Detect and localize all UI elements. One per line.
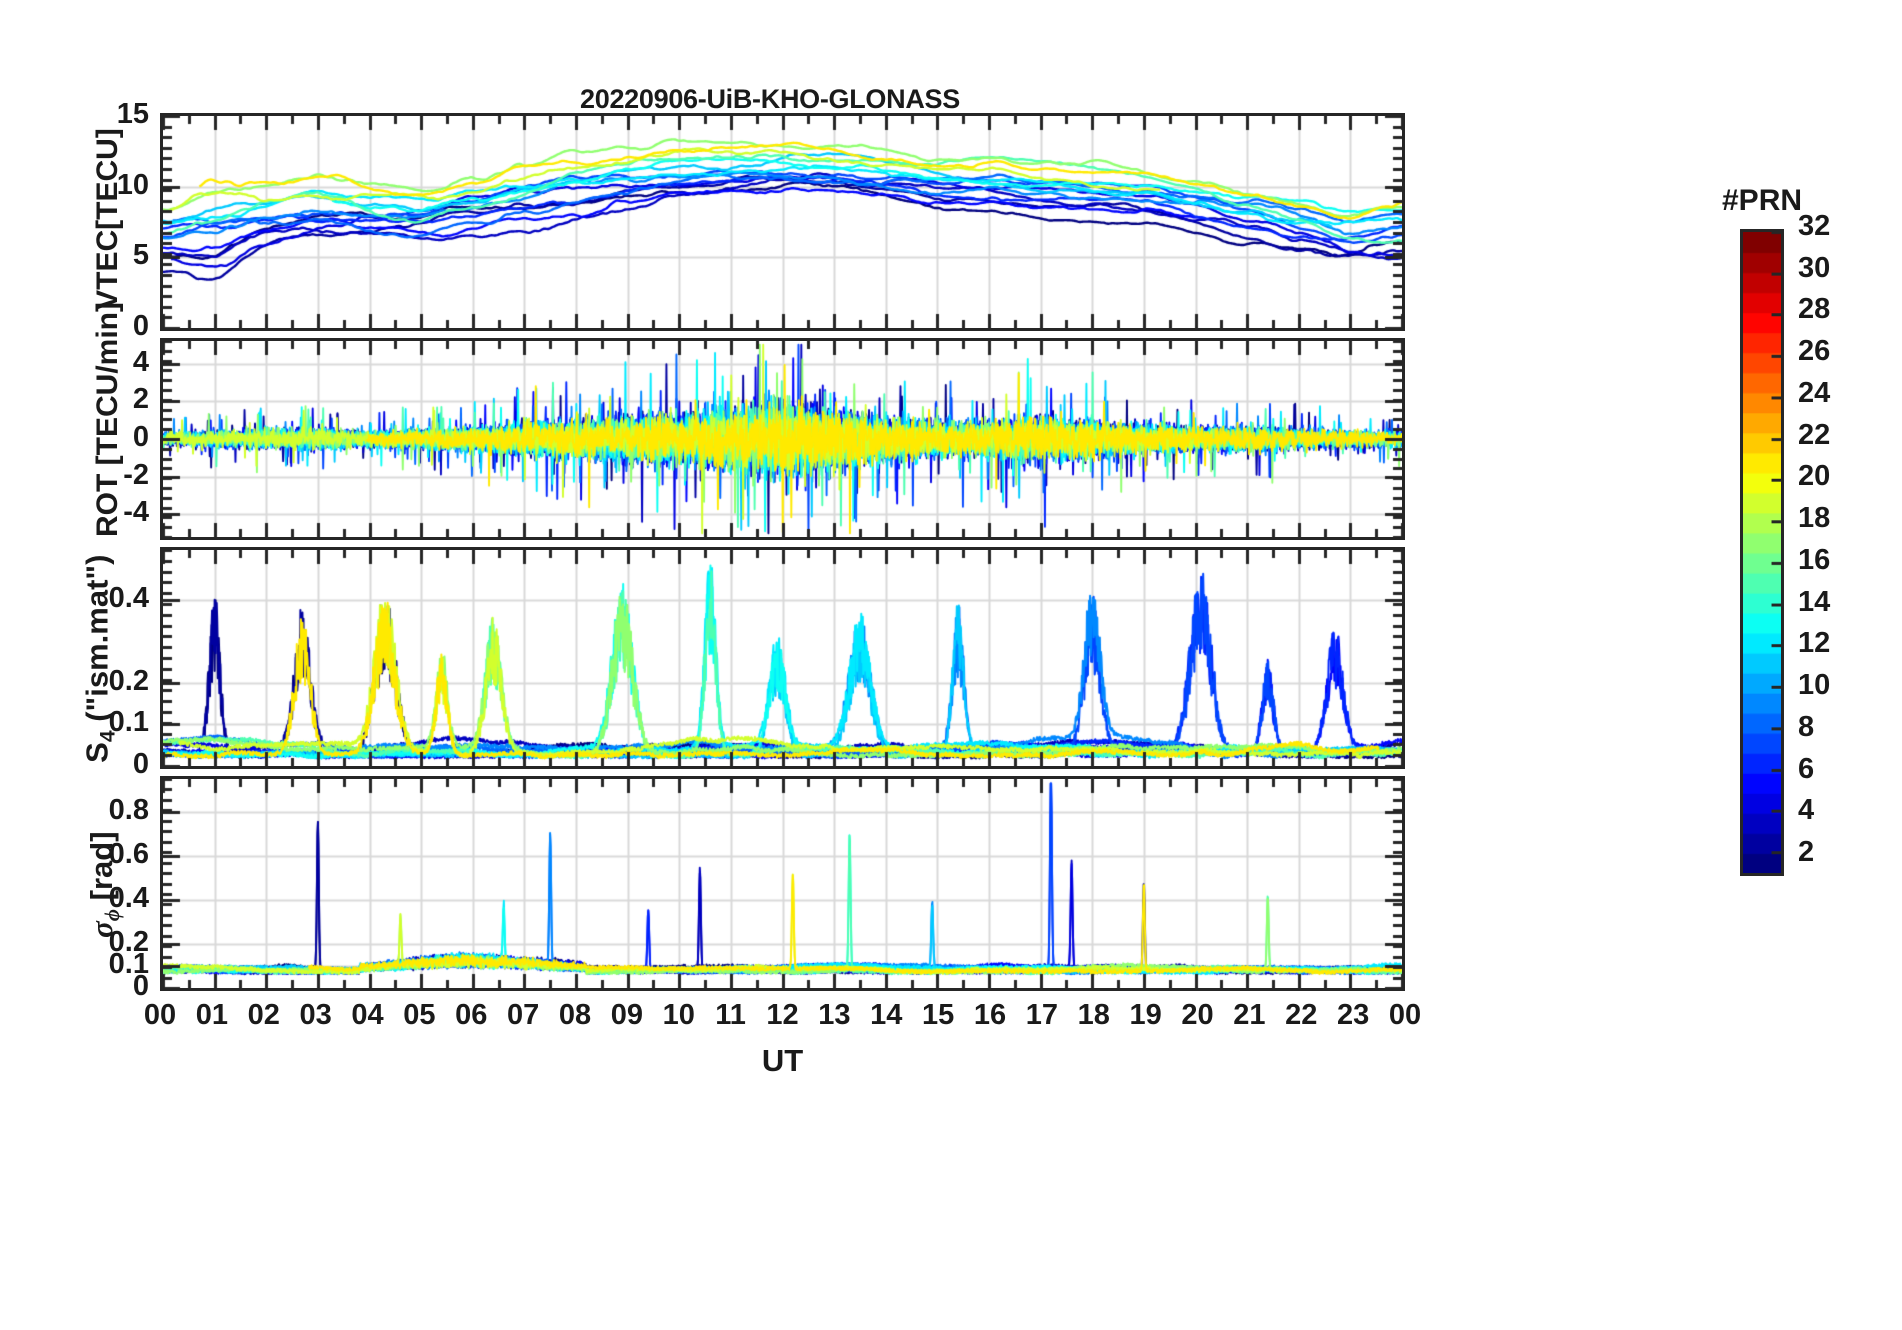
- ytick-sigmaphi-3: 0.4: [108, 882, 149, 914]
- xtick-5: 05: [403, 999, 436, 1031]
- colorbar-title: #PRN: [1722, 184, 1803, 217]
- xtick-16: 16: [973, 999, 1007, 1031]
- colorbar-prn: [1740, 229, 1784, 876]
- xtick-4: 04: [351, 999, 384, 1031]
- colorbar-tick-18: 18: [1798, 502, 1831, 535]
- xtick-10: 10: [662, 999, 695, 1031]
- xtick-7: 07: [506, 999, 540, 1031]
- ytick-vtec-1: 5: [132, 239, 149, 272]
- xtick-3: 03: [299, 999, 332, 1031]
- colorbar-tick-16: 16: [1798, 543, 1831, 576]
- ylabel-vtec: VTEC[TECU]: [91, 128, 124, 310]
- xtick-14: 14: [870, 999, 903, 1031]
- ytick-s4-1: 0.1: [108, 706, 149, 739]
- xtick-15: 15: [921, 999, 955, 1031]
- colorbar-tick-6: 6: [1798, 752, 1815, 785]
- colorbar-tick-24: 24: [1798, 376, 1831, 409]
- ytick-sigmaphi-2: 0.2: [108, 926, 149, 958]
- colorbar-tick-32: 32: [1798, 210, 1831, 242]
- ytick-s4-0: 0: [132, 748, 149, 780]
- xtick-0: 00: [143, 999, 177, 1031]
- colorbar-tick-4: 4: [1798, 794, 1815, 827]
- xtick-20: 20: [1181, 999, 1214, 1031]
- colorbar-tick-8: 8: [1798, 710, 1815, 743]
- colorbar-tick-28: 28: [1798, 293, 1831, 326]
- colorbar-tick-20: 20: [1798, 460, 1831, 493]
- xtick-19: 19: [1129, 999, 1162, 1031]
- xtick-18: 18: [1077, 999, 1110, 1031]
- colorbar-tick-2: 2: [1798, 836, 1815, 869]
- xtick-12: 12: [766, 999, 799, 1031]
- panel-vtec: [160, 113, 1405, 331]
- xtick-6: 06: [455, 999, 488, 1031]
- colorbar-tick-12: 12: [1798, 627, 1831, 660]
- colorbar-tick-30: 30: [1798, 251, 1831, 284]
- ytick-s4-3: 0.4: [108, 581, 149, 614]
- colorbar-tick-26: 26: [1798, 335, 1831, 368]
- ytick-sigmaphi-0: 0: [132, 970, 149, 1002]
- ytick-rot-3: 2: [132, 383, 149, 416]
- ytick-vtec-0: 0: [132, 310, 149, 342]
- xtick-22: 22: [1285, 999, 1318, 1031]
- colorbar-tick-10: 10: [1798, 669, 1831, 702]
- ytick-sigmaphi-1: 0.1: [108, 948, 149, 980]
- ytick-sigmaphi-4: 0.6: [108, 838, 149, 870]
- ytick-rot-1: -2: [123, 458, 149, 491]
- colorbar-tick-14: 14: [1798, 585, 1831, 618]
- panel-sigma-phi: [160, 776, 1405, 991]
- ytick-vtec-3: 15: [116, 98, 149, 130]
- ytick-rot-4: 4: [132, 345, 149, 378]
- xtick-8: 08: [558, 999, 592, 1031]
- xaxis-label: UT: [761, 1043, 804, 1078]
- ytick-vtec-2: 10: [116, 168, 149, 201]
- xtick-21: 21: [1233, 999, 1266, 1031]
- ytick-rot-0: -4: [123, 496, 149, 529]
- xtick-13: 13: [818, 999, 851, 1031]
- xtick-24: 00: [1388, 999, 1422, 1031]
- panel-s4: [160, 547, 1405, 769]
- xtick-1: 01: [195, 999, 228, 1031]
- xtick-11: 11: [715, 999, 746, 1031]
- panel-rot: [160, 338, 1405, 540]
- ytick-s4-2: 0.2: [108, 664, 149, 697]
- figure-title: 20220906-UiB-KHO-GLONASS: [580, 84, 960, 114]
- xtick-17: 17: [1025, 999, 1058, 1031]
- ytick-rot-2: 0: [132, 421, 149, 453]
- xtick-9: 09: [610, 999, 643, 1031]
- ytick-sigmaphi-5: 0.8: [108, 794, 149, 826]
- colorbar-tick-22: 22: [1798, 418, 1831, 451]
- xtick-23: 23: [1336, 999, 1370, 1031]
- xtick-2: 02: [247, 999, 280, 1031]
